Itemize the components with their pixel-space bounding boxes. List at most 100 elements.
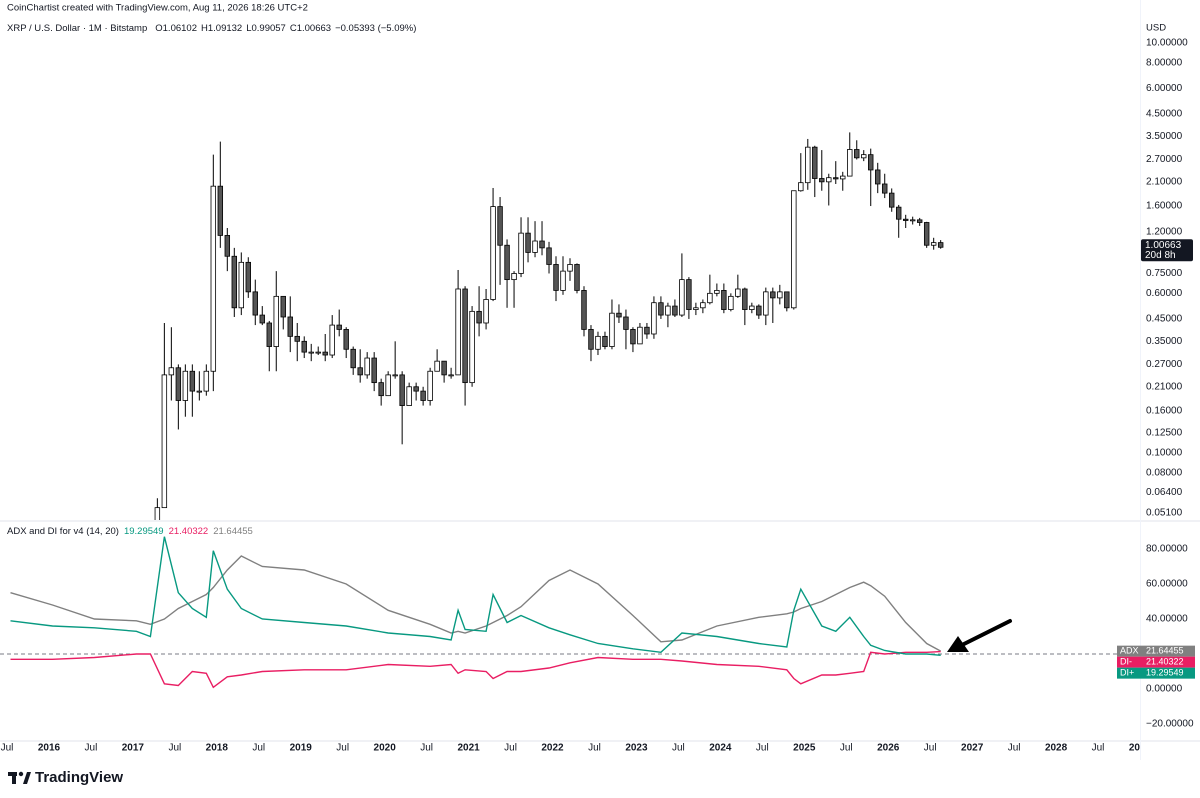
time-tick-label: 2025 (793, 743, 816, 754)
time-tick-label: Jul (1008, 743, 1021, 754)
candle-body (504, 244, 510, 281)
time-axis: Jul 2016 Jul 2017 Jul 2018 Jul 2019 Jul 2020 Jul 20… (1, 743, 1140, 754)
price-tick-label: 0.60000 (1146, 288, 1183, 299)
candle-body (168, 367, 175, 376)
candle-body (588, 329, 594, 350)
indicator-line (10, 536, 941, 656)
time-tick-label: Jul (1, 743, 14, 754)
price-tick-label: 2.70000 (1146, 154, 1183, 165)
price-pane (154, 132, 944, 520)
candle-body (308, 351, 314, 354)
attribution: CoinChartist created with TradingView.co… (7, 3, 308, 14)
time-tick-label: Jul (672, 743, 685, 754)
price-tick-label: 0.12500 (1146, 428, 1183, 439)
candle-body (861, 154, 867, 159)
candle-body (154, 507, 161, 520)
candle-body (518, 232, 524, 274)
arrow-head (947, 636, 969, 652)
candle-body (930, 242, 937, 246)
candle-body (665, 305, 671, 316)
indicator-tick-label: 80.00000 (1146, 544, 1188, 555)
candle-body (238, 261, 244, 309)
candle-body (315, 351, 321, 354)
candle-body (210, 185, 217, 372)
candle-body (882, 183, 888, 194)
candle-body (693, 307, 699, 310)
price-tick-label: 0.10000 (1146, 447, 1183, 458)
time-tick-label: 2019 (290, 743, 313, 754)
price-tick-label: 1.60000 (1146, 201, 1183, 212)
price-tick-label: 0.16000 (1146, 406, 1183, 417)
candle-body (357, 367, 363, 376)
candle-body (553, 264, 559, 291)
candle-body (511, 273, 517, 281)
indicator-line (10, 555, 942, 652)
candle-body (735, 288, 741, 297)
price-badge-countdown: 20d 8h (1145, 250, 1176, 261)
candle-body (497, 206, 503, 246)
candle-body (322, 351, 328, 356)
candle-body (231, 255, 238, 309)
price-tick-label: 0.08000 (1146, 467, 1183, 478)
candle-body (805, 146, 811, 184)
time-tick-label: 2022 (541, 743, 564, 754)
indicator-title: ADX and DI for v4 (14, 20) (7, 526, 119, 537)
candle-body (574, 264, 580, 291)
price-tick-label: 0.35000 (1146, 336, 1183, 347)
candle-body (371, 357, 377, 384)
candle-body (385, 374, 391, 397)
price-badge (1141, 239, 1193, 262)
logo-part (18, 771, 24, 777)
indicator-badge (1117, 645, 1195, 657)
price-tick-label: 1.20000 (1146, 226, 1183, 237)
candle-body (630, 329, 636, 345)
candle-body (623, 316, 629, 330)
candle-body (301, 340, 307, 353)
candle-body (539, 240, 545, 249)
indicator-badge (1117, 656, 1195, 668)
time-tick-label: 2027 (961, 743, 984, 754)
price-tick-label: 0.21000 (1146, 381, 1183, 392)
candle-body (189, 370, 196, 392)
indicator-badge-value: 19.29549 (1146, 668, 1184, 678)
price-tick-label: 2.10000 (1146, 176, 1183, 187)
candle-body (280, 295, 286, 318)
candle-body (273, 295, 279, 347)
candle-body (469, 310, 475, 384)
price-tick-label: 0.06400 (1146, 487, 1183, 498)
change-value: −0.05393 (−5.09%) (335, 23, 416, 34)
candle-body (427, 370, 433, 401)
time-tick-label: Jul (1092, 743, 1105, 754)
time-tick-label: Jul (924, 743, 937, 754)
candle-body (483, 299, 489, 324)
ohlc-key: L (246, 23, 251, 34)
time-tick-label: 2016 (38, 743, 61, 754)
candle-body (644, 326, 650, 335)
candle-body (658, 302, 664, 316)
time-tick-label: Jul (85, 743, 98, 754)
candle-body (672, 305, 678, 316)
candle-body (560, 270, 566, 291)
indicator-value: 19.29549 (124, 526, 164, 537)
time-tick-label: 2021 (457, 743, 480, 754)
candle-body (826, 177, 832, 183)
logo-part (12, 772, 16, 784)
indicator-value: 21.40322 (169, 526, 209, 537)
indicator-badge-name: ADX (1120, 646, 1139, 656)
candle-body (937, 242, 944, 248)
time-tick-label: Jul (420, 743, 433, 754)
time-tick-label: 2023 (625, 743, 648, 754)
candle-body (182, 370, 189, 401)
candle-body (224, 235, 231, 257)
candle-body (819, 178, 825, 183)
time-tick-label: 2020 (374, 743, 397, 754)
candle-body (798, 182, 804, 192)
ohlc-value: 1.09132 (208, 23, 242, 34)
currency: USD (1146, 23, 1166, 34)
price-tick-label: 0.05100 (1146, 507, 1183, 518)
time-tick-label: 2018 (206, 743, 229, 754)
price-badge-value: 1.00663 (1145, 240, 1182, 251)
candle-body (462, 288, 468, 384)
time-tick-label: Jul (504, 743, 517, 754)
